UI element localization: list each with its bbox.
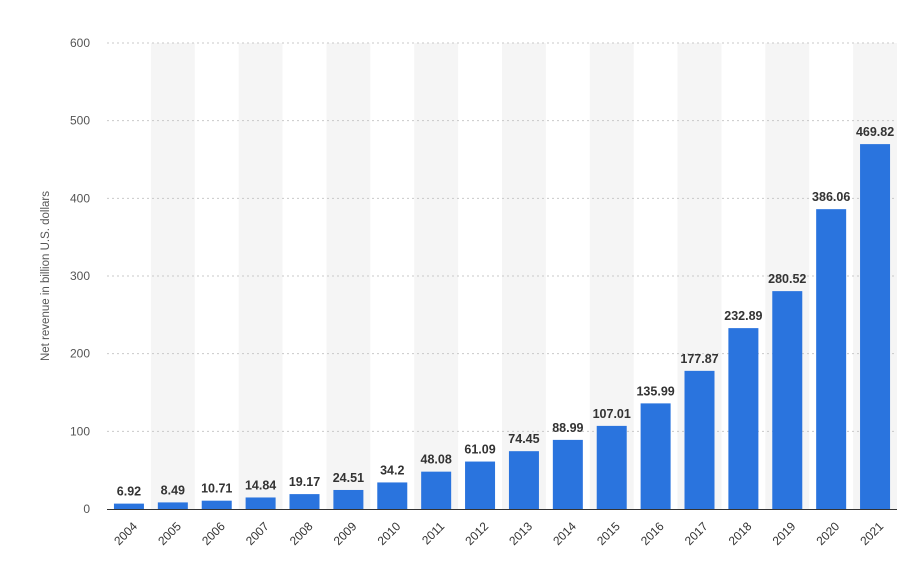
bar: [728, 328, 759, 509]
y-axis-title: Net revenue in billion U.S. dollars: [40, 191, 52, 361]
x-tick-label: 2006: [199, 519, 228, 548]
bar-value-label: 232.89: [724, 309, 762, 323]
y-tick-label: 500: [70, 114, 90, 128]
bar-value-label: 469.82: [856, 125, 894, 139]
bar: [289, 494, 320, 509]
bar: [684, 370, 715, 509]
y-tick-label: 0: [83, 502, 90, 516]
bar-value-label: 14.84: [245, 478, 276, 492]
bar: [860, 144, 891, 510]
x-tick-label: 2020: [814, 519, 843, 548]
bar: [333, 489, 364, 509]
bar-value-label: 135.99: [636, 384, 674, 398]
column-band: [238, 43, 283, 509]
bar: [508, 451, 539, 509]
bar: [113, 503, 144, 509]
bar: [245, 497, 276, 509]
bar-value-label: 88.99: [552, 421, 583, 435]
x-tick-label: 2005: [155, 519, 184, 548]
bar: [157, 502, 188, 509]
bar-value-label: 19.17: [289, 475, 320, 489]
x-tick-label: 2007: [243, 519, 272, 548]
x-tick-label: 2004: [111, 519, 140, 548]
bar-value-label: 74.45: [508, 432, 539, 446]
x-tick-label: 2016: [638, 519, 667, 548]
bar: [772, 291, 803, 509]
bar-value-label: 8.49: [161, 483, 185, 497]
x-tick-label: 2010: [375, 519, 404, 548]
x-tick-label: 2012: [462, 519, 491, 548]
bar-value-label: 24.51: [333, 471, 364, 485]
bar-value-labels: 6.92 8.49 10.71 14.84 19.17 24.51 34.2 48.08 61.…: [117, 125, 894, 499]
y-tick-label: 200: [70, 347, 90, 361]
bar: [377, 482, 408, 509]
bar: [596, 425, 627, 509]
bar: [552, 439, 583, 509]
x-tick-label: 2017: [682, 519, 711, 548]
bar-series: [113, 144, 891, 510]
bar-value-label: 386.06: [812, 190, 850, 204]
bar-value-label: 48.08: [421, 453, 452, 467]
y-gridlines: [107, 42, 897, 432]
x-tick-label: 2018: [726, 519, 755, 548]
bar-value-label: 280.52: [768, 272, 806, 286]
x-tick-label: 2014: [550, 519, 579, 548]
x-tick-label: 2015: [594, 519, 623, 548]
x-axis-tick-labels: 2004 2005 2006 2007 2008 2009 2010 2011 2012 2013…: [111, 519, 886, 548]
x-tick-label: 2021: [857, 519, 886, 548]
bar: [421, 471, 452, 509]
bar-value-label: 61.09: [464, 443, 495, 457]
bar: [201, 500, 232, 509]
bar-value-label: 6.92: [117, 485, 141, 499]
bar-value-label: 107.01: [593, 407, 631, 421]
x-tick-label: 2011: [419, 519, 447, 547]
bar: [465, 461, 496, 509]
bar: [816, 209, 847, 509]
bar-value-label: 34.2: [380, 463, 404, 477]
x-tick-label: 2009: [331, 519, 360, 548]
y-tick-label: 300: [70, 269, 90, 283]
x-tick-label: 2013: [506, 519, 535, 548]
x-tick-label: 2019: [770, 519, 799, 548]
y-tick-label: 600: [70, 36, 90, 50]
bar: [640, 403, 671, 509]
column-band: [414, 43, 459, 509]
x-tick-label: 2008: [287, 519, 316, 548]
y-axis-tick-labels: 0 100 200 300 400 500 600: [70, 36, 90, 516]
y-tick-label: 100: [70, 424, 90, 438]
bar-value-label: 177.87: [680, 352, 718, 366]
y-tick-label: 400: [70, 191, 90, 205]
bar-value-label: 10.71: [201, 482, 232, 496]
